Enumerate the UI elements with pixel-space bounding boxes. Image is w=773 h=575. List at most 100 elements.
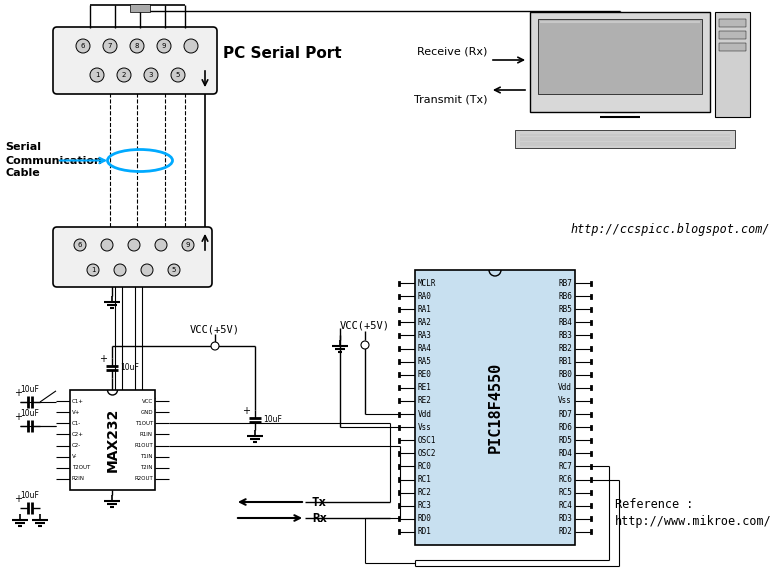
Circle shape [361,341,369,349]
Text: 5: 5 [175,72,180,78]
Bar [719,19,746,27]
Circle shape [130,39,144,53]
Text: RB4: RB4 [558,318,572,327]
Text: RC1: RC1 [418,475,432,484]
Text: Receive (Rx): Receive (Rx) [417,46,487,56]
Text: RB6: RB6 [558,292,572,301]
Text: RD4: RD4 [558,449,572,458]
Text: C1+: C1+ [72,398,84,404]
Circle shape [76,39,90,53]
Circle shape [90,68,104,82]
Text: +: + [14,494,22,504]
Text: Reference :: Reference : [615,499,693,512]
Text: C2-: C2- [72,443,81,448]
FancyBboxPatch shape [53,227,212,287]
Circle shape [117,68,131,82]
Text: Serial: Serial [5,143,41,152]
Text: +: + [14,412,22,422]
Text: C1-: C1- [72,421,81,426]
Text: RE1: RE1 [418,384,432,392]
Text: RE2: RE2 [418,396,432,405]
Text: 1: 1 [95,72,99,78]
Text: 9: 9 [186,242,190,248]
Text: C2+: C2+ [72,432,84,437]
Text: RB1: RB1 [558,357,572,366]
Text: R2OUT: R2OUT [135,477,153,481]
Text: Cable: Cable [5,168,39,178]
Text: PIC18F4550: PIC18F4550 [488,362,502,453]
Text: RD5: RD5 [558,436,572,444]
Circle shape [74,239,86,251]
Bar [515,130,735,148]
Text: VCC(+5V): VCC(+5V) [340,321,390,331]
Text: 5: 5 [172,267,176,273]
Circle shape [114,264,126,276]
FancyBboxPatch shape [53,27,217,94]
Bar [719,31,746,39]
Text: 10uF: 10uF [263,416,282,424]
Text: RC3: RC3 [418,501,432,510]
Text: RC5: RC5 [558,488,572,497]
Text: http://www.mikroe.com/: http://www.mikroe.com/ [615,516,771,528]
Bar [715,12,750,117]
Text: 8: 8 [135,43,139,49]
Text: RD0: RD0 [418,514,432,523]
Text: RE0: RE0 [418,370,432,380]
Text: 3: 3 [148,72,153,78]
Circle shape [128,239,140,251]
Text: V+: V+ [72,410,80,415]
FancyBboxPatch shape [530,12,710,112]
Text: Communication: Communication [5,155,102,166]
Text: 6: 6 [78,242,82,248]
Text: 2: 2 [122,72,126,78]
Text: RD7: RD7 [558,409,572,419]
Text: 7: 7 [107,43,112,49]
Text: MAX232: MAX232 [105,408,120,472]
Text: PC Serial Port: PC Serial Port [223,45,342,60]
Text: RB5: RB5 [558,305,572,314]
Text: RA0: RA0 [418,292,432,301]
Bar [538,19,702,94]
Text: RA1: RA1 [418,305,432,314]
Bar [415,270,575,545]
Circle shape [141,264,153,276]
Text: 9: 9 [162,43,166,49]
Bar [70,390,155,490]
Text: Tx: Tx [312,496,327,508]
Text: RA5: RA5 [418,357,432,366]
Circle shape [168,264,180,276]
Text: http://ccspicc.blogspot.com/: http://ccspicc.blogspot.com/ [570,224,770,236]
Circle shape [144,68,158,82]
Text: 10uF: 10uF [21,409,39,418]
Circle shape [171,68,185,82]
Text: RC6: RC6 [558,475,572,484]
Text: RD6: RD6 [558,423,572,432]
Text: OSC1: OSC1 [418,436,437,444]
Text: R2IN: R2IN [72,477,85,481]
Circle shape [101,239,113,251]
Text: T1OUT: T1OUT [135,421,153,426]
Bar [130,4,150,12]
Text: Vss: Vss [418,423,432,432]
Text: R1OUT: R1OUT [135,443,153,448]
Text: +: + [14,388,22,398]
Text: T1IN: T1IN [141,454,153,459]
Circle shape [103,39,117,53]
Text: RD3: RD3 [558,514,572,523]
Text: RA2: RA2 [418,318,432,327]
Text: RC4: RC4 [558,501,572,510]
Text: R1IN: R1IN [140,432,153,437]
Text: 10uF: 10uF [21,491,39,500]
Text: 10uF: 10uF [21,385,39,394]
Circle shape [157,39,171,53]
Text: Rx: Rx [312,512,327,524]
Text: 1: 1 [90,267,95,273]
Text: RB3: RB3 [558,331,572,340]
Text: Vdd: Vdd [418,409,432,419]
Text: RC2: RC2 [418,488,432,497]
Text: RD2: RD2 [558,527,572,536]
Text: 6: 6 [80,43,85,49]
Bar [719,43,746,51]
Text: VCC: VCC [141,398,153,404]
Text: RA4: RA4 [418,344,432,353]
